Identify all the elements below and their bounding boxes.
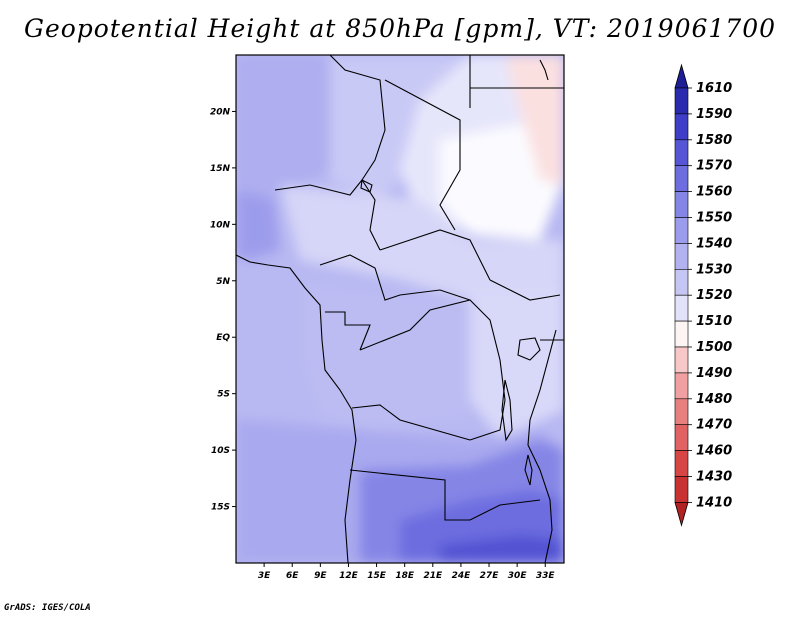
colorbar-box — [674, 320, 689, 348]
border-2 — [384, 79, 461, 231]
colorbar-box — [674, 294, 689, 322]
y-tick-label: 15S — [211, 503, 230, 513]
colorbar-label: 1410 — [696, 495, 732, 510]
x-axis: 3E 6E 9E 12E 15E 18E 21E 24E 27E 30E 33E — [258, 563, 556, 581]
border-6 — [361, 179, 381, 251]
colorbar-box — [674, 372, 689, 400]
colorbar-label: 1500 — [696, 340, 732, 355]
y-tick-label: 10S — [211, 446, 230, 456]
x-tick-label: 18E — [395, 571, 415, 581]
colorbar-box — [674, 165, 689, 192]
colorbar-bottom-triangle — [674, 502, 689, 527]
lake-tanganyika — [501, 379, 513, 442]
colorbar-box — [674, 217, 689, 244]
border-13 — [351, 404, 471, 441]
colorbar: 1610 1590 1580 1570 1560 1550 1540 1530 1520 1510… — [674, 63, 732, 527]
border-14 — [349, 469, 541, 521]
shade-central — [300, 280, 470, 430]
y-tick-label: 5N — [216, 277, 230, 287]
y-tick-label: 10N — [210, 220, 231, 230]
border-11 — [359, 299, 501, 361]
colorbar-label: 1560 — [696, 185, 732, 200]
colorbar-label: 1430 — [696, 470, 732, 485]
colorbar-top-triangle — [674, 63, 689, 89]
colorbar-label: 1530 — [696, 262, 732, 277]
border-9 — [319, 254, 471, 301]
colorbar-box — [674, 243, 689, 270]
colorbar-label: 1570 — [696, 159, 732, 174]
lake-chad — [360, 179, 373, 193]
x-tick-label: 21E — [423, 571, 443, 581]
colorbar-label: 1460 — [696, 444, 732, 459]
colorbar-box — [674, 87, 689, 115]
colorbar-box — [674, 191, 689, 218]
coastline-west — [236, 254, 357, 563]
y-tick-label: EQ — [216, 333, 230, 343]
colorbar-label: 1510 — [696, 314, 732, 329]
colorbar-label: 1540 — [696, 236, 732, 251]
x-tick-label: 27E — [480, 571, 500, 581]
lake-malawi — [524, 454, 533, 486]
colorbar-box — [674, 113, 689, 141]
map-frame — [235, 54, 565, 564]
x-tick-label: 30E — [508, 571, 528, 581]
colorbar-box — [674, 398, 689, 425]
shade-sahel — [280, 185, 564, 300]
footer-credit: GrADS: IGES/COLA — [4, 603, 91, 613]
y-tick-label: 5S — [217, 390, 230, 400]
border-7 — [379, 229, 491, 281]
border-10 — [325, 311, 371, 351]
borders-layer — [236, 55, 564, 563]
border-5 — [274, 179, 363, 196]
colorbar-label: 1610 — [696, 81, 732, 96]
x-tick-label: 9E — [314, 571, 327, 581]
colorbar-label: 1480 — [696, 392, 732, 407]
shade-west-coast — [236, 190, 280, 260]
colorbar-box — [674, 424, 689, 451]
shade-southeast-darkest — [440, 535, 564, 563]
colorbar-label: 1490 — [696, 366, 732, 381]
x-tick-label: 24E — [452, 571, 472, 581]
y-axis: 20N 15N 10N 5N EQ 5S 10S 15S — [210, 107, 236, 513]
colorbar-box — [674, 346, 689, 374]
page-title: Geopotential Height at 850hPa [gpm], VT:… — [23, 14, 777, 43]
colorbar-box — [674, 450, 689, 477]
x-tick-label: 15E — [367, 571, 387, 581]
nile — [539, 59, 549, 81]
x-tick-label: 33E — [536, 571, 556, 581]
colorbar-label: 1590 — [696, 107, 732, 122]
shade-east-highland — [470, 290, 564, 440]
shading-layer — [236, 55, 564, 563]
colorbar-label: 1520 — [696, 288, 732, 303]
colorbar-box — [674, 139, 689, 167]
y-tick-label: 15N — [210, 164, 231, 174]
coastline-east — [527, 329, 557, 563]
lake-victoria — [517, 337, 541, 361]
colorbar-label: 1580 — [696, 133, 732, 148]
shade-sahara-west — [236, 55, 330, 200]
colorbar-box — [674, 268, 689, 296]
colorbar-box — [674, 476, 689, 503]
border-1 — [329, 55, 386, 181]
x-tick-label: 12E — [339, 571, 359, 581]
x-tick-label: 6E — [286, 571, 299, 581]
x-tick-label: 3E — [258, 571, 271, 581]
y-tick-label: 20N — [210, 107, 231, 117]
colorbar-label: 1550 — [696, 211, 732, 226]
border-8 — [489, 279, 561, 301]
colorbar-label: 1470 — [696, 418, 732, 433]
